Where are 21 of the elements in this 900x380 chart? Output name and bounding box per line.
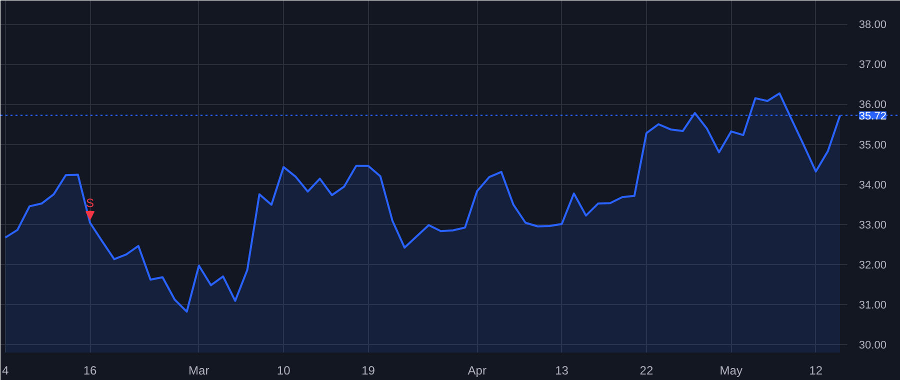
x-tick-label: 13: [555, 364, 569, 378]
x-tick-label: 22: [640, 364, 654, 378]
x-tick-label: Mar: [188, 364, 210, 378]
y-tick-label: 33.00: [858, 219, 886, 232]
y-tick-label: 32.00: [858, 259, 886, 272]
x-tick-label: 10: [276, 364, 291, 378]
y-tick-label: 35.00: [858, 139, 886, 152]
y-tick-label: 37.00: [858, 59, 886, 72]
y-tick-label: 38.00: [858, 19, 886, 32]
x-tick-label: 19: [362, 364, 376, 378]
x-tick-label: 12: [809, 364, 823, 378]
x-tick-label: 16: [83, 364, 98, 378]
y-tick-label: 36.00: [858, 99, 886, 112]
x-tick-label: 4: [2, 364, 9, 378]
x-tick-label: Apr: [468, 364, 486, 378]
y-tick-label: 30.00: [858, 339, 886, 352]
annotation: S: [86, 196, 94, 210]
ref-line-label: 35.72: [858, 110, 886, 122]
x-tick-label: May: [720, 364, 742, 378]
y-tick-label: 34.00: [858, 179, 886, 192]
y-tick-label: 31.00: [858, 299, 886, 312]
